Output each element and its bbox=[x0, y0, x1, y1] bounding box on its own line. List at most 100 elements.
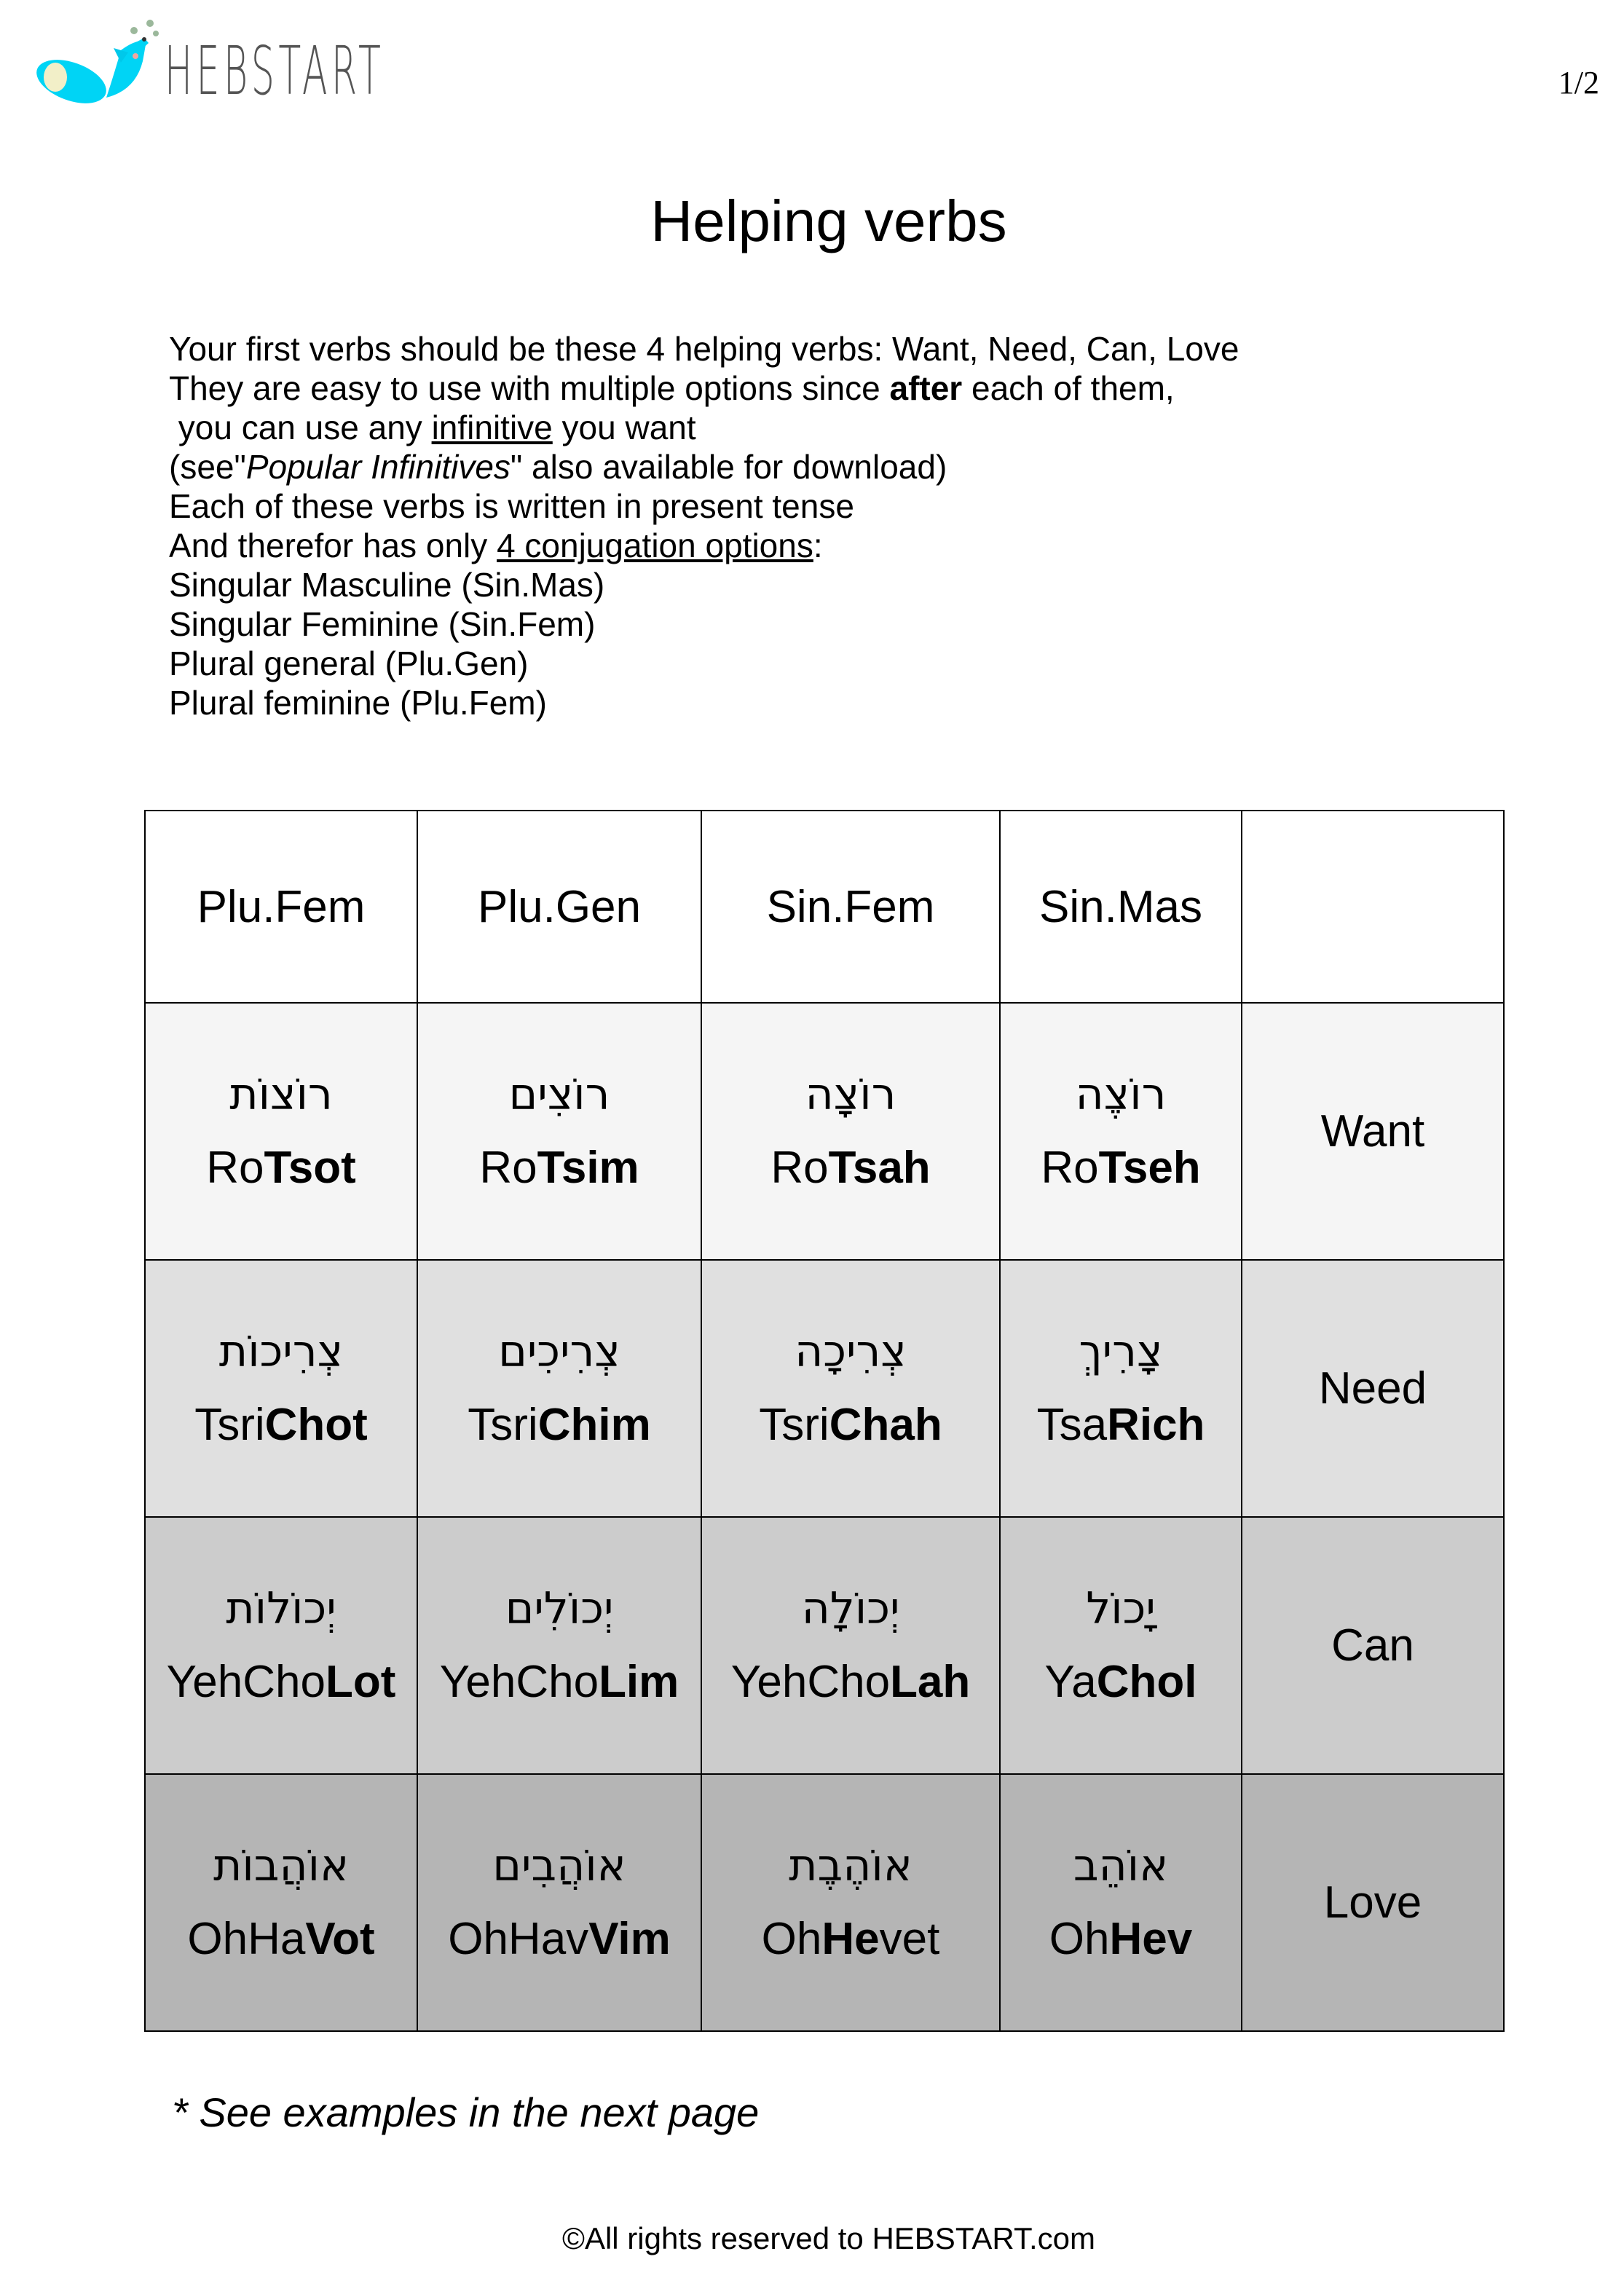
conjugation-cell: רוֹצִים RoTsim bbox=[417, 1002, 702, 1261]
verb-label: Can bbox=[1241, 1516, 1505, 1775]
transliteration: TsriChot bbox=[194, 1400, 368, 1450]
intro-line: Plural feminine (Plu.Fem) bbox=[169, 684, 547, 722]
translit-stress: Chim bbox=[537, 1400, 651, 1450]
logo-text: HEBSTART bbox=[165, 32, 385, 110]
italic-text: Popular Infinitives bbox=[245, 448, 511, 486]
translit-start: Oh bbox=[1049, 1914, 1110, 1964]
text: (see" bbox=[169, 448, 246, 486]
text: " also available for download) bbox=[510, 448, 947, 486]
translit-start: Ya bbox=[1044, 1657, 1097, 1707]
text: They are easy to use with multiple optio… bbox=[169, 369, 890, 407]
intro-line: Your first verbs should be these 4 helpi… bbox=[169, 330, 1239, 368]
conjugation-table: Plu.Fem Plu.Gen Sin.Fem Sin.Mas רוֹצוֹת R… bbox=[144, 810, 1505, 2032]
conjugation-cell: צְרִיכִים TsriChim bbox=[417, 1259, 702, 1518]
conjugation-cell: יְכוֹלָה YehChoLah bbox=[701, 1516, 1001, 1775]
intro-line: Plural general (Plu.Gen) bbox=[169, 645, 529, 682]
hebrew-word: אוֹהֶבֶת bbox=[789, 1840, 912, 1891]
header-cell bbox=[1241, 810, 1505, 1004]
translit-start: YehCho bbox=[166, 1657, 326, 1707]
intro-line: They are easy to use with multiple optio… bbox=[169, 368, 1239, 408]
hebrew-word: רוֹצָה bbox=[805, 1069, 896, 1120]
header-row: Plu.Fem Plu.Gen Sin.Fem Sin.Mas bbox=[144, 810, 1505, 1004]
conjugation-cell: צְרִיכָה TsriChah bbox=[701, 1259, 1001, 1518]
table-row: רוֹצוֹת RoTsot רוֹצִים RoTsim רוֹצָה Ro Tsah רו… bbox=[144, 1002, 1505, 1261]
translit-stress: Tseh bbox=[1098, 1143, 1201, 1193]
transliteration: RoTsot bbox=[206, 1143, 356, 1193]
transliteration: OhHevet bbox=[762, 1914, 940, 1964]
transliteration: TsriChah bbox=[759, 1400, 942, 1450]
conjugation-cell: אוֹהֲבוֹת OhHaVot bbox=[144, 1773, 418, 2032]
transliteration: OhHev bbox=[1049, 1914, 1192, 1964]
copyright-footer: ©All rights reserved to HEBSTART.com bbox=[562, 2221, 1095, 2255]
translit-stress: He bbox=[821, 1914, 880, 1964]
translit-stress: Lim bbox=[599, 1657, 679, 1707]
text: you want bbox=[552, 409, 696, 446]
verb-label: Love bbox=[1241, 1773, 1505, 2032]
infinitive-link[interactable]: infinitive bbox=[431, 409, 553, 446]
conjugation-cell: צְרִיכוֹת TsriChot bbox=[144, 1259, 418, 1518]
intro-text: Your first verbs should be these 4 helpi… bbox=[169, 329, 1239, 722]
hebrew-word: צָרִיךְ bbox=[1079, 1326, 1163, 1377]
table-row: יְכוֹלוֹת YehChoLot יְכוֹלִים YehChoLim יְכו… bbox=[144, 1516, 1505, 1775]
conjugation-cell: אוֹהֵב OhHev bbox=[999, 1773, 1242, 2032]
hebrew-word: יְכוֹלוֹת bbox=[226, 1583, 336, 1634]
footnote: * See examples in the next page bbox=[172, 2089, 760, 2135]
translit-stress: Tsim bbox=[537, 1143, 639, 1193]
page-title: Helping verbs bbox=[650, 189, 1007, 253]
conjugation-cell: אוֹהֶבֶת OhHevet bbox=[701, 1773, 1001, 2032]
translit-start: YehCho bbox=[730, 1657, 891, 1707]
text: you can use any bbox=[169, 409, 432, 446]
translit-stress: Vot bbox=[305, 1914, 375, 1964]
translit-stress: Tsah bbox=[828, 1143, 931, 1193]
translit-stress: Lot bbox=[325, 1657, 396, 1707]
translit-start: Tsa bbox=[1036, 1400, 1108, 1450]
hebrew-word: צְרִיכָה bbox=[795, 1326, 907, 1377]
conjugation-cell: רוֹצֶה RoTseh bbox=[999, 1002, 1242, 1261]
page-number: 1/2 bbox=[1558, 65, 1599, 100]
hebrew-word: יְכוֹלִים bbox=[505, 1583, 614, 1634]
translit-stress: Chot bbox=[264, 1400, 368, 1450]
intro-line: Each of these verbs is written in presen… bbox=[169, 487, 854, 525]
translit-stress: Vim bbox=[588, 1914, 671, 1964]
intro-line: Singular Feminine (Sin.Fem) bbox=[169, 605, 596, 643]
translit-start: OhHa bbox=[187, 1914, 306, 1964]
bold-text: after bbox=[889, 369, 963, 407]
translit-start: Tsri bbox=[194, 1400, 265, 1450]
hebrew-word: צְרִיכוֹת bbox=[218, 1326, 344, 1377]
hebrew-word: רוֹצוֹת bbox=[229, 1069, 333, 1120]
verb-label: Want bbox=[1241, 1002, 1505, 1261]
translit-start: OhHav bbox=[448, 1914, 589, 1964]
translit-start: Ro bbox=[1041, 1143, 1099, 1193]
hebrew-word: צְרִיכִים bbox=[498, 1326, 620, 1377]
translit-start: Ro bbox=[479, 1143, 537, 1193]
intro-line: And therefor has only 4 conjugation opti… bbox=[169, 526, 1239, 565]
table-row: אוֹהֲבוֹת OhHaVot אוֹהֲבִים OhHavVim אוֹהֶבֶ… bbox=[144, 1773, 1505, 2032]
translit-stress: Chol bbox=[1096, 1657, 1197, 1707]
translit-stress: Lah bbox=[890, 1657, 971, 1707]
hebrew-word: אוֹהֲבוֹת bbox=[213, 1840, 350, 1891]
translit-start: YehCho bbox=[439, 1657, 599, 1707]
verb-label: Need bbox=[1241, 1259, 1505, 1518]
conjugation-cell: יְכוֹלִים YehChoLim bbox=[417, 1516, 702, 1775]
transliteration: YaChol bbox=[1045, 1657, 1197, 1707]
transliteration: TsriChim bbox=[468, 1400, 650, 1450]
transliteration: YehChoLah bbox=[731, 1657, 971, 1707]
transliteration: RoTseh bbox=[1041, 1143, 1200, 1193]
conjugation-cell: יְכוֹלוֹת YehChoLot bbox=[144, 1516, 418, 1775]
translit-start: Oh bbox=[761, 1914, 822, 1964]
hebrew-word: יָכוֹל bbox=[1086, 1583, 1156, 1634]
translit-stress: Rich bbox=[1107, 1400, 1205, 1450]
transliteration: RoTsim bbox=[479, 1143, 639, 1193]
transliteration: TsaRich bbox=[1037, 1400, 1205, 1450]
transliteration: YehChoLot bbox=[167, 1657, 396, 1707]
text: : bbox=[813, 527, 823, 564]
intro-line: Singular Masculine (Sin.Mas) bbox=[169, 566, 605, 604]
transliteration: OhHaVot bbox=[187, 1914, 374, 1964]
header-cell: Sin.Mas bbox=[999, 810, 1242, 1004]
intro-line: you can use any infinitive you want bbox=[169, 408, 1239, 447]
hebrew-word: אוֹהֵב bbox=[1073, 1840, 1169, 1891]
translit-start: Tsri bbox=[468, 1400, 538, 1450]
hebrew-word: יְכוֹלָה bbox=[801, 1583, 900, 1634]
table-row: צְרִיכוֹת TsriChot צְרִיכִים TsriChim צְרִיכ… bbox=[144, 1259, 1505, 1518]
conjugation-options-link[interactable]: 4 conjugation options bbox=[497, 527, 813, 564]
